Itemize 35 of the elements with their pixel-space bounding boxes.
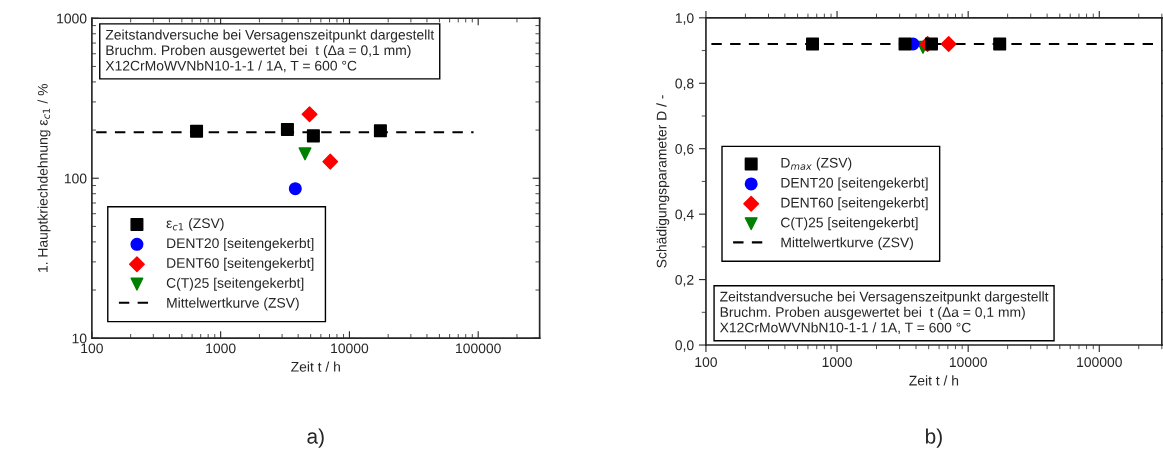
- y-tick-label: 0,6: [675, 144, 694, 156]
- x-tick-label: 10000: [949, 357, 987, 368]
- y-tick-label: 0,2: [675, 274, 694, 287]
- x-tick-label: 10000: [331, 343, 369, 354]
- legend-label: DENT60 [seitengekerbt]: [781, 197, 928, 211]
- legend-label: Mittelwertkurve (ZSV): [781, 237, 913, 251]
- legend-label: ε$_{c1}$ (ZSV): [166, 217, 224, 231]
- text: a): [307, 428, 324, 448]
- annotation: Zeitstandversuche bei Versagenszeitpunkt dargestellt Bruchm. Proben ausgewertet bei t (Δa = 0,1 mm) X12CrMoWVNbN10-1-1 / 1A, T = 600 °C: [719, 291, 1049, 335]
- y-tick-label: 1,0: [675, 13, 694, 25]
- legend-label: C(T)25 [seitengekerbt]: [781, 217, 918, 231]
- text: b): [925, 428, 942, 448]
- x-axis-title: Zeit t / h: [909, 375, 959, 386]
- x-tick-label: 1000: [822, 357, 852, 368]
- legend-label: D$_{max}$ (ZSV): [781, 157, 852, 171]
- x-tick-label: 1000: [206, 343, 236, 354]
- y-tick-label: 100: [64, 173, 87, 184]
- x-tick-label: 100000: [1077, 357, 1122, 368]
- legend-label: DENT20 [seitengekerbt]: [781, 177, 928, 191]
- legend-label: DENT20 [seitengekerbt]: [167, 237, 314, 251]
- y-axis-title: 1. Hauptkriechdehnung ε$_{c1}$ / %: [37, 83, 51, 273]
- x-tick-label: 100: [81, 343, 103, 354]
- legend-label: Mittelwertkurve (ZSV): [167, 297, 299, 311]
- y-tick-label: 1000: [57, 13, 87, 24]
- annotation: Zeitstandversuche bei Versagenszeitpunkt dargestellt Bruchm. Proben ausgewertet bei t (Δa = 0,1 mm) X12CrMoWVNbN10-1-1 / 1A, T = 600 °C: [105, 29, 435, 73]
- y-tick-label: 0,8: [675, 78, 694, 91]
- x-tick-label: 100: [695, 357, 717, 368]
- y-axis-title: Schädigungsparameter D / -: [656, 95, 670, 268]
- x-tick-label: 100000: [456, 343, 501, 354]
- y-tick-label: 10: [72, 333, 87, 344]
- x-axis-title: Zeit t / h: [291, 361, 340, 372]
- y-tick-label: 0,4: [675, 209, 694, 221]
- y-tick-label: 0,0: [675, 340, 694, 352]
- legend-label: DENT60 [seitengekerbt]: [167, 257, 314, 271]
- legend-label: C(T)25 [seitengekerbt]: [166, 277, 304, 291]
